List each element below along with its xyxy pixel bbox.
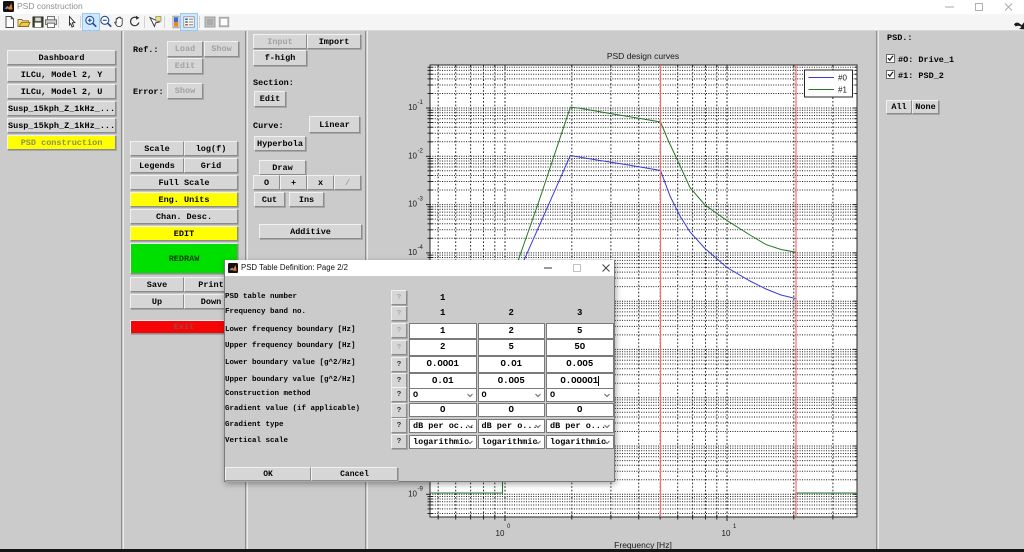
svg-text:-2: -2 — [418, 148, 424, 154]
svg-text:-1: -1 — [418, 100, 424, 106]
svg-text:0: 0 — [507, 524, 511, 530]
svg-text:10: 10 — [496, 529, 505, 538]
svg-text:#1: #1 — [838, 86, 847, 95]
svg-text:10: 10 — [408, 151, 417, 160]
svg-text:PSD design curves: PSD design curves — [607, 51, 679, 61]
svg-text:1: 1 — [733, 524, 737, 530]
svg-text:#0: #0 — [838, 74, 847, 83]
svg-text:Frequency [Hz]: Frequency [Hz] — [614, 540, 672, 550]
svg-text:-9: -9 — [418, 486, 424, 492]
svg-text:-4: -4 — [418, 245, 424, 251]
svg-text:10: 10 — [408, 248, 417, 257]
svg-text:10: 10 — [722, 529, 731, 538]
svg-text:-3: -3 — [418, 197, 424, 203]
svg-text:10: 10 — [408, 489, 417, 498]
svg-text:10: 10 — [408, 200, 417, 209]
svg-text:10: 10 — [408, 103, 417, 112]
